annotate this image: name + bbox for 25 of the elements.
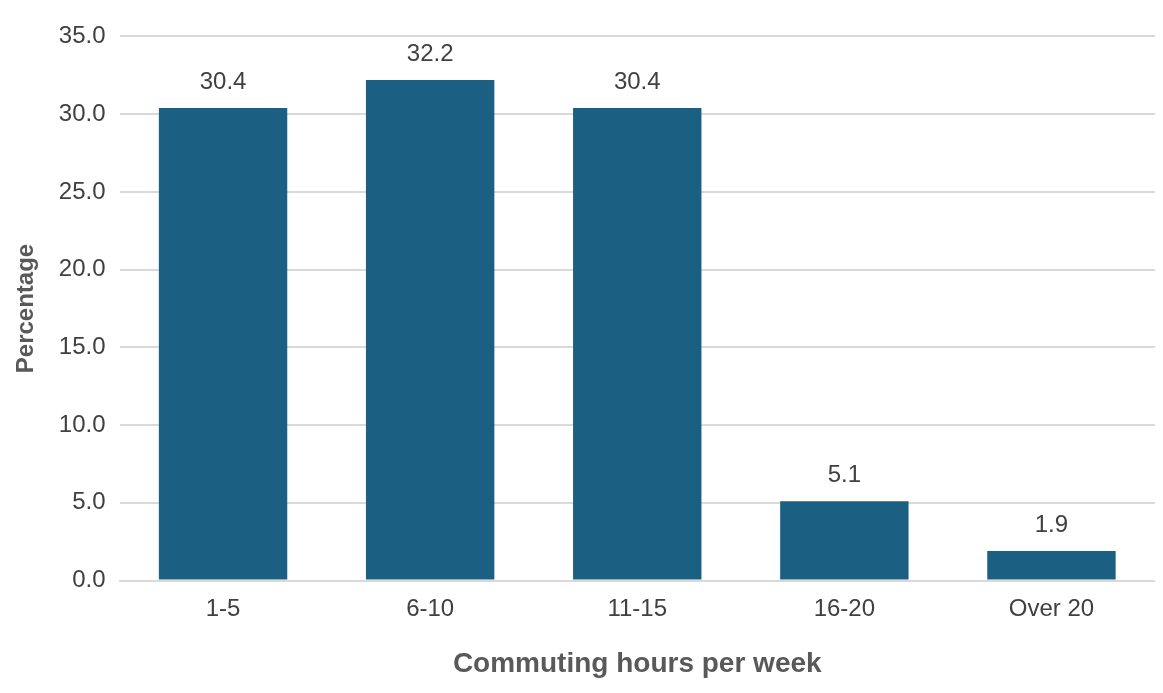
- data-label: 30.4: [613, 66, 661, 94]
- y-tick-label: 30.0: [58, 98, 106, 126]
- bar: [573, 107, 702, 580]
- y-tick-label: 35.0: [58, 21, 106, 49]
- x-tick-label: Over 20: [1008, 593, 1095, 621]
- y-tick-label: 10.0: [58, 409, 106, 437]
- y-axis-title: Percentage: [11, 243, 39, 374]
- x-tick-label: 16-20: [813, 593, 876, 621]
- y-tick-label: 25.0: [58, 176, 106, 204]
- x-tick-label: 11-15: [607, 593, 668, 621]
- y-tick-label: 0.0: [72, 565, 106, 593]
- data-label: 30.4: [199, 66, 247, 94]
- bar: [780, 501, 909, 580]
- x-tick-label: 6-10: [406, 593, 455, 621]
- y-tick-label: 15.0: [58, 332, 106, 359]
- bar: [158, 107, 288, 580]
- bar: [365, 79, 495, 580]
- x-tick-label: 1-5: [205, 593, 241, 621]
- x-axis-title: Commuting hours per week: [452, 646, 823, 678]
- data-label: 1.9: [1034, 509, 1069, 537]
- data-label: 32.2: [406, 38, 454, 66]
- data-label: 5.1: [827, 459, 862, 487]
- y-tick-label: 5.0: [72, 487, 106, 515]
- bar: [987, 551, 1116, 580]
- y-tick-label: 20.0: [58, 254, 106, 282]
